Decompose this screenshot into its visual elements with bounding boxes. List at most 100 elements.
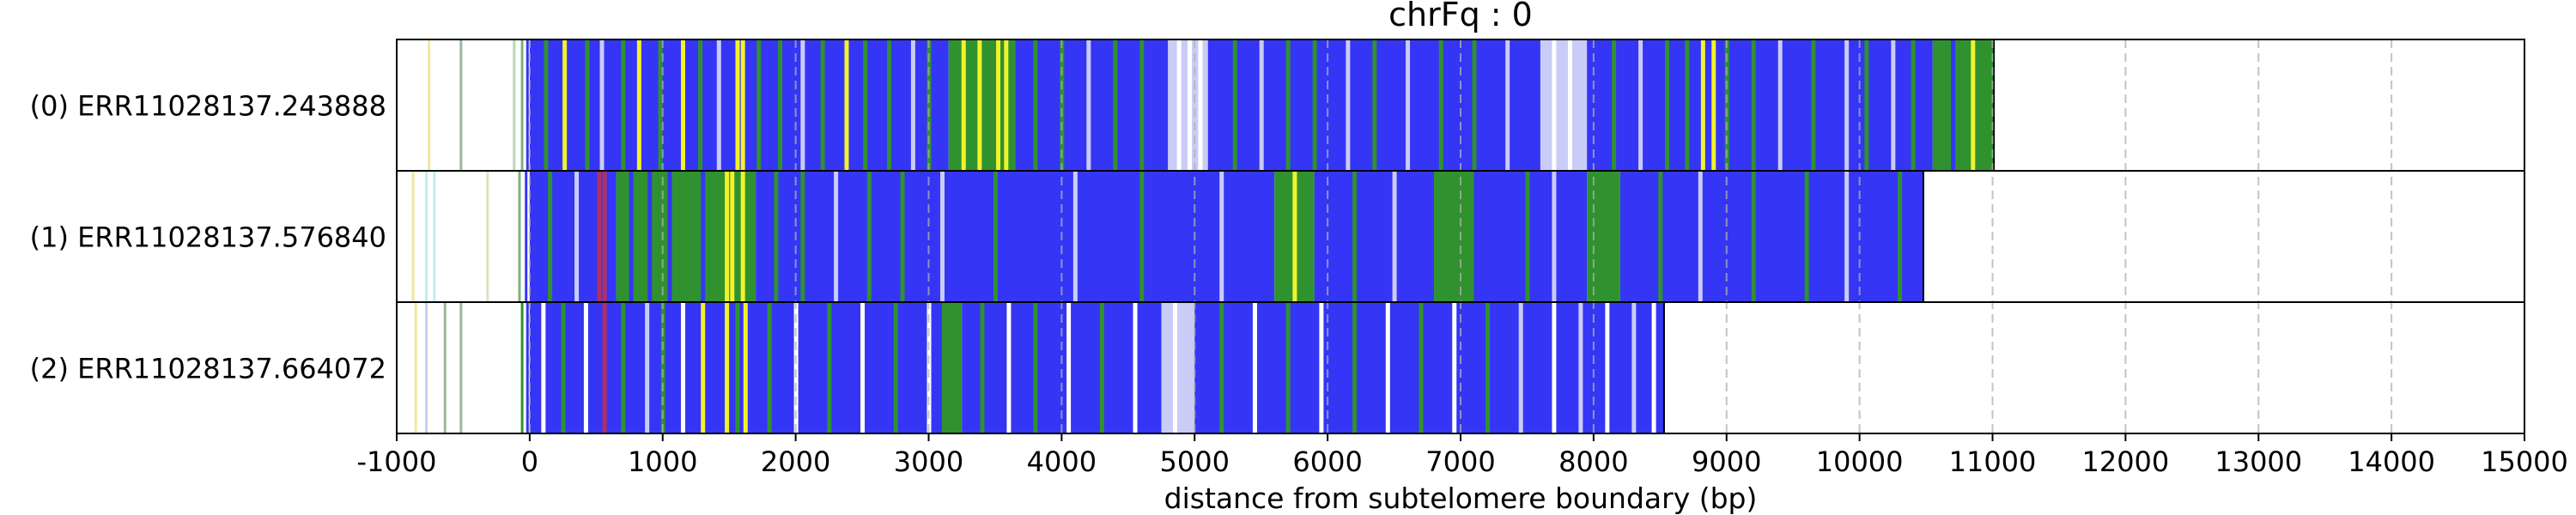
- row-0-mark-6: [658, 39, 663, 171]
- row-0-mark-3: [599, 39, 605, 171]
- row-2-mark-2: [583, 302, 588, 433]
- x-tick-label-10: 9000: [1692, 445, 1761, 478]
- row-0-pre-mark-2: [513, 39, 516, 171]
- row-2-mark-5: [645, 302, 650, 433]
- row-2-mark-25: [1219, 302, 1224, 433]
- row-1-mark-15: [900, 171, 905, 302]
- row-1-segment-4: [1314, 171, 1435, 302]
- row-2-mark-14: [827, 302, 832, 433]
- row-0-mark-46: [1638, 39, 1643, 171]
- read-rows: [411, 39, 1996, 433]
- row-2-mark-32: [1452, 302, 1457, 433]
- x-tick-label-0: -1000: [357, 445, 437, 478]
- row-1-mark-14: [866, 171, 872, 302]
- row-1-mark-13: [834, 171, 839, 302]
- row-2-pre-mark-2: [443, 302, 447, 433]
- row-0-mark-12: [756, 39, 762, 171]
- row-2-mark-9: [725, 302, 730, 433]
- row-0-mark-27: [1086, 39, 1091, 171]
- row-2-mark-8: [701, 302, 706, 433]
- row-1-mark-2: [597, 171, 602, 302]
- row-0-mark-23: [996, 39, 1001, 171]
- row-2-mark-6: [660, 302, 665, 433]
- row-1-pre-mark-0: [411, 171, 415, 302]
- row-1-mark-0: [548, 171, 553, 302]
- row-2-mark-39: [1651, 302, 1656, 433]
- row-2-mark-21: [1066, 302, 1072, 433]
- row-2-mark-10: [735, 302, 740, 433]
- row-1-mark-8: [725, 171, 730, 302]
- row-0-mark-54: [1811, 39, 1816, 171]
- row-0-pre-mark-0: [428, 39, 431, 171]
- row-1-mark-12: [800, 171, 805, 302]
- x-tick-label-16: 15000: [2481, 445, 2568, 478]
- row-1-mark-23: [1392, 171, 1397, 302]
- row-0-mark-38: [1372, 39, 1377, 171]
- row-1-pre-mark-1: [425, 171, 428, 302]
- row-0-mark-16: [844, 39, 849, 171]
- row-1-mark-17: [993, 171, 998, 302]
- row-2-mark-16: [893, 302, 898, 433]
- row-1-pre-mark-2: [433, 171, 436, 302]
- row-2-mark-37: [1605, 302, 1610, 433]
- row-1-mark-10: [740, 171, 745, 302]
- row-0-mark-39: [1406, 39, 1411, 171]
- row-1-mark-31: [1898, 171, 1903, 302]
- row-1-segment-5: [1434, 171, 1474, 302]
- row-1-mark-5: [647, 171, 653, 302]
- row-0-mark-26: [1060, 39, 1065, 171]
- row-0-mark-11: [740, 39, 745, 171]
- row-0-mark-43: [1552, 39, 1557, 171]
- row-0-mark-14: [800, 39, 805, 171]
- row-0-mark-8: [698, 39, 703, 171]
- row-0-mark-44: [1567, 39, 1572, 171]
- row-0-mark-33: [1232, 39, 1237, 171]
- row-1-mark-24: [1525, 171, 1530, 302]
- row-1-mark-25: [1552, 171, 1557, 302]
- row-2-pre-mark-4: [520, 302, 524, 433]
- row-2-mark-0: [541, 302, 546, 433]
- row-2-pre-mark-1: [425, 302, 428, 433]
- row-2-mark-27: [1285, 302, 1291, 433]
- row-0-mark-56: [1864, 39, 1869, 171]
- row-1-segment-1: [616, 171, 756, 302]
- row-2-mark-35: [1552, 302, 1557, 433]
- x-tick-label-5: 4000: [1027, 445, 1097, 478]
- x-tick-label-12: 11000: [1949, 445, 2037, 478]
- row-0-mark-36: [1312, 39, 1317, 171]
- row-0-mark-60: [1971, 39, 1976, 171]
- x-tick-label-2: 1000: [628, 445, 697, 478]
- row-0-mark-4: [621, 39, 626, 171]
- row-1-mark-4: [629, 171, 634, 302]
- row-2-mark-24: [1173, 302, 1178, 433]
- row-0-mark-53: [1777, 39, 1783, 171]
- row-label-1: (1) ERR11028137.576840: [30, 221, 386, 254]
- row-0-segment-1: [948, 39, 1016, 171]
- row-1-segment-6: [1473, 171, 1588, 302]
- row-2-mark-15: [860, 302, 866, 433]
- row-0-mark-55: [1844, 39, 1850, 171]
- row-0-mark-20: [927, 39, 932, 171]
- row-0-mark-18: [887, 39, 892, 171]
- row-1-pre-mark-5: [525, 171, 528, 302]
- row-2-mark-20: [1033, 302, 1038, 433]
- row-2-mark-4: [621, 302, 626, 433]
- row-2-mark-31: [1419, 302, 1424, 433]
- row-1-segment-2: [756, 171, 1275, 302]
- x-tick-label-1: 0: [521, 445, 538, 478]
- x-tick-label-7: 6000: [1292, 445, 1362, 478]
- row-2-mark-23: [1133, 302, 1138, 433]
- row-1-mark-20: [1219, 171, 1224, 302]
- row-0-mark-57: [1891, 39, 1896, 171]
- row-0-mark-2: [585, 39, 590, 171]
- row-0-mark-10: [735, 39, 740, 171]
- row-0-mark-7: [680, 39, 685, 171]
- row-1-mark-18: [1072, 171, 1078, 302]
- row-0-mark-42: [1505, 39, 1510, 171]
- row-2-mark-12: [767, 302, 772, 433]
- row-0-mark-15: [820, 39, 825, 171]
- row-0-pre-mark-1: [459, 39, 463, 171]
- row-1-mark-6: [667, 171, 672, 302]
- read-row-2: [414, 302, 1665, 433]
- row-1-pre-mark-4: [518, 171, 521, 302]
